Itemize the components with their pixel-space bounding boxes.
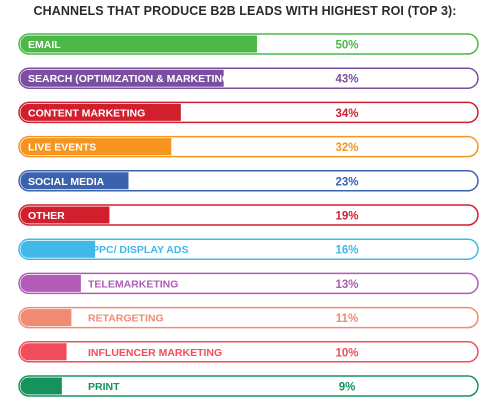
- bar-influencer-marketing: [20, 343, 67, 361]
- bar-label-ppc-display-ads: PPC/ DISPLAY ADS: [92, 244, 188, 256]
- bar-track-retargeting: [18, 306, 479, 329]
- value-label-social-media: 23%: [335, 176, 358, 188]
- bar-track-ppc-display-ads: [18, 238, 479, 260]
- value-label-print: 9%: [339, 382, 356, 394]
- bar-print: [20, 377, 62, 395]
- bar-label-retargeting: RETARGETING: [88, 313, 164, 325]
- bar-label-social-media: SOCIAL MEDIA: [28, 176, 105, 188]
- bar-content-marketing: [20, 103, 181, 121]
- bar-label-influencer-marketing: INFLUENCER MARKETING: [88, 347, 222, 359]
- bar-live-events: [20, 138, 172, 156]
- value-label-search-optimization-marketing: 43%: [335, 74, 358, 86]
- value-label-live-events: 32%: [335, 142, 358, 154]
- value-label-ppc-display-ads: 16%: [335, 245, 358, 257]
- chart-title: CHANNELS THAT PRODUCE B2B LEADS WITH HIG…: [33, 4, 457, 18]
- value-label-content-marketing: 34%: [335, 108, 358, 120]
- bar-label-search-optimization-marketing: SEARCH (OPTIMIZATION & MARKETING): [28, 73, 234, 85]
- bar-search-optimization-marketing: [20, 69, 224, 87]
- bar-label-live-events: LIVE EVENTS: [28, 142, 96, 154]
- bar-track-influencer-marketing: [18, 341, 479, 363]
- bar-label-email: EMAIL: [28, 39, 61, 51]
- bar-track-print: [18, 375, 479, 397]
- bar-label-print: PRINT: [88, 381, 120, 393]
- bar-telemarketing: [20, 274, 81, 292]
- value-label-other: 19%: [335, 211, 358, 223]
- bar-track-social-media: [18, 170, 479, 192]
- bar-other: [20, 206, 110, 224]
- bar-social-media: [20, 172, 129, 190]
- value-label-influencer-marketing: 10%: [335, 347, 358, 359]
- value-label-telemarketing: 13%: [335, 279, 358, 291]
- bar-label-other: OTHER: [28, 210, 65, 222]
- bar-track-telemarketing: [18, 272, 479, 295]
- bar-email: [20, 35, 257, 53]
- bar-retargeting: [20, 309, 72, 327]
- value-label-email: 50%: [335, 40, 358, 52]
- bar-label-telemarketing: TELEMARKETING: [88, 278, 178, 290]
- value-label-retargeting: 11%: [336, 313, 358, 325]
- bar-ppc-display-ads: [20, 240, 96, 258]
- bar-label-content-marketing: CONTENT MARKETING: [28, 107, 145, 119]
- bar-track-other: [18, 204, 479, 226]
